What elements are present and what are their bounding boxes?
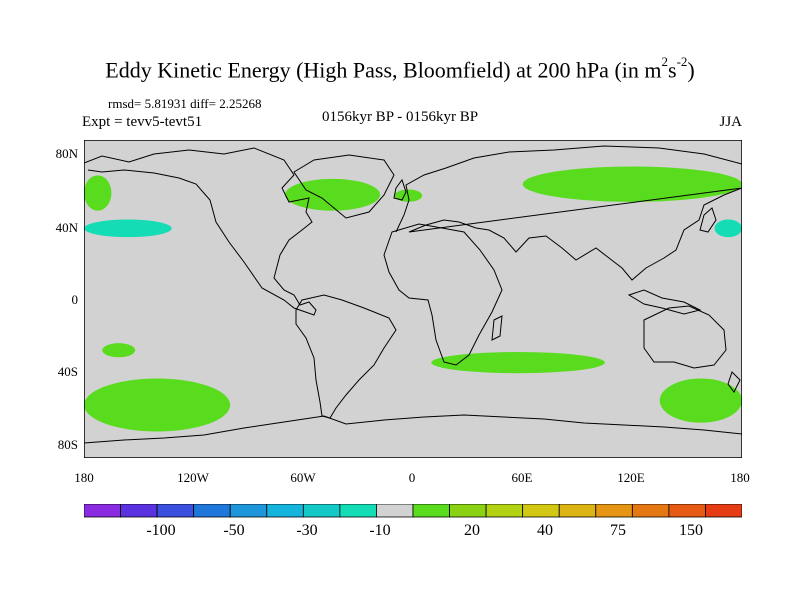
anomaly-regions bbox=[84, 166, 742, 432]
coast-north-america bbox=[84, 147, 317, 316]
colorbar-box-3 bbox=[193, 504, 231, 518]
colorbar-box-4 bbox=[229, 504, 268, 518]
anomaly-region-6 bbox=[84, 378, 231, 432]
x-label-60e: 60E bbox=[511, 470, 533, 485]
colorbar bbox=[84, 504, 742, 518]
colorbar-label-m100: -100 bbox=[146, 522, 176, 539]
colorbar-label-m10: -10 bbox=[369, 522, 391, 539]
experiment-label: Expt = tevv5-tevt51 bbox=[82, 114, 203, 130]
colorbar-box-13 bbox=[558, 504, 597, 518]
colorbar-box-14 bbox=[595, 504, 633, 518]
colorbar-box-16 bbox=[668, 504, 706, 518]
colorbar-box-2 bbox=[156, 504, 195, 518]
plot-title: Eddy Kinetic Energy (High Pass, Bloomfie… bbox=[105, 54, 695, 83]
anomaly-region-3 bbox=[522, 166, 742, 202]
colorbar-box-9 bbox=[412, 504, 450, 518]
colorbar-label-150: 150 bbox=[679, 522, 703, 539]
colorbar-box-12 bbox=[522, 504, 560, 518]
anomaly-region-4 bbox=[102, 343, 136, 358]
coast-british-isles bbox=[393, 178, 407, 201]
y-label-0: 0 bbox=[71, 292, 79, 307]
y-label-40n: 40N bbox=[55, 220, 78, 235]
colorbar-box-5 bbox=[266, 504, 304, 518]
colorbar-box-6 bbox=[302, 504, 341, 518]
x-label-0: 0 bbox=[408, 470, 416, 485]
colorbar-label-75: 75 bbox=[610, 522, 626, 539]
colorbar-box-7 bbox=[339, 504, 377, 518]
anomaly-region-0 bbox=[84, 175, 112, 211]
x-label-60w: 60W bbox=[290, 470, 316, 485]
coast-australia bbox=[643, 305, 727, 369]
coast-japan bbox=[699, 207, 717, 233]
y-label-40s: 40S bbox=[57, 364, 78, 379]
coast-new-zealand bbox=[727, 371, 741, 393]
coast-south-america bbox=[295, 294, 397, 419]
coast-madagascar bbox=[491, 315, 503, 341]
anomaly-region-1 bbox=[285, 178, 381, 211]
y-label-80n: 80N bbox=[55, 146, 78, 161]
anomaly-region-9 bbox=[714, 219, 742, 238]
x-label-120e: 120E bbox=[617, 470, 645, 485]
colorbar-label-40: 40 bbox=[537, 522, 553, 539]
colorbar-box-0 bbox=[84, 504, 121, 518]
x-label-180e: 180 bbox=[730, 470, 750, 485]
colorbar-label-m50: -50 bbox=[223, 522, 245, 539]
coast-antarctica bbox=[84, 414, 742, 444]
coastlines bbox=[84, 145, 742, 444]
period-label: 0156kyr BP - 0156kyr BP bbox=[321, 109, 479, 125]
colorbar-box-17 bbox=[705, 504, 742, 518]
y-label-80s: 80S bbox=[57, 437, 78, 452]
anomaly-region-8 bbox=[84, 219, 172, 238]
coast-eurasia bbox=[395, 145, 742, 281]
x-label-120w: 120W bbox=[177, 470, 209, 485]
colorbar-label-m30: -30 bbox=[296, 522, 318, 539]
colorbar-box-1 bbox=[120, 504, 158, 518]
colorbar-box-11 bbox=[485, 504, 524, 518]
colorbar-label-20: 20 bbox=[464, 522, 480, 539]
coast-africa bbox=[383, 223, 503, 366]
season-label: JJA bbox=[719, 114, 742, 130]
anomaly-region-5 bbox=[431, 352, 605, 374]
colorbar-box-8 bbox=[376, 504, 414, 518]
stats-text: rmsd= 5.81931 diff= 2.25268 bbox=[108, 96, 262, 111]
coast-greenland bbox=[293, 154, 395, 219]
anomaly-region-7 bbox=[659, 378, 742, 423]
colorbar-box-15 bbox=[631, 504, 670, 518]
map-plot bbox=[84, 140, 742, 458]
x-label-180w: 180 bbox=[74, 470, 94, 485]
colorbar-boxes bbox=[84, 504, 742, 518]
colorbar-box-10 bbox=[449, 504, 487, 518]
coast-indonesia bbox=[627, 289, 702, 315]
